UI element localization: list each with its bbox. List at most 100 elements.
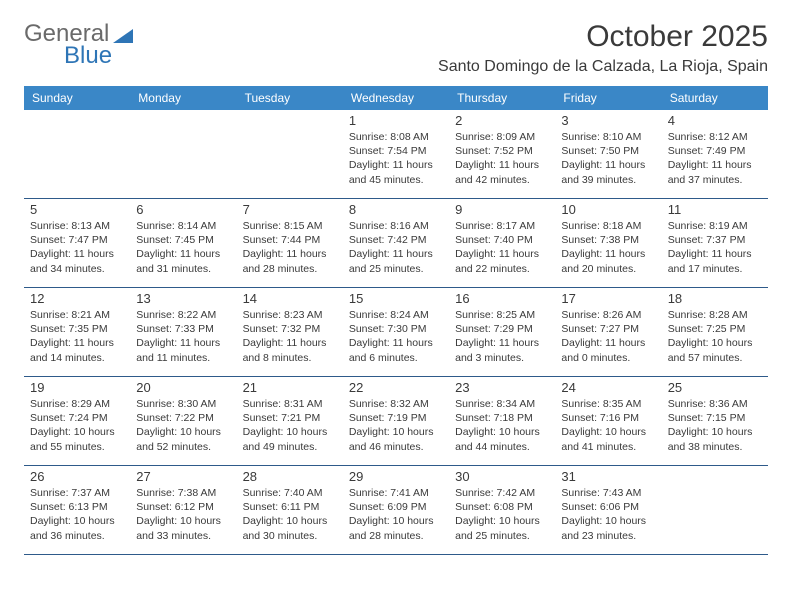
daylight-text: Daylight: 10 hours and 36 minutes. — [30, 514, 124, 542]
calendar-cell: 3Sunrise: 8:10 AMSunset: 7:50 PMDaylight… — [555, 110, 661, 198]
col-saturday: Saturday — [662, 86, 768, 110]
daylight-text: Daylight: 11 hours and 31 minutes. — [136, 247, 230, 275]
daylight-text: Daylight: 10 hours and 41 minutes. — [561, 425, 655, 453]
calendar-body: 1Sunrise: 8:08 AMSunset: 7:54 PMDaylight… — [24, 110, 768, 555]
daylight-text: Daylight: 11 hours and 3 minutes. — [455, 336, 549, 364]
sunrise-text: Sunrise: 8:23 AM — [243, 308, 337, 322]
title-block: October 2025 Santo Domingo de la Calzada… — [438, 20, 768, 76]
sunset-text: Sunset: 7:40 PM — [455, 233, 549, 247]
calendar-cell: 12 Sunrise: 8:21 AMSunset: 7:35 PMDayligh… — [24, 288, 130, 376]
sunrise-text: Sunrise: 8:28 AM — [668, 308, 762, 322]
day-number: 10 — [561, 202, 655, 217]
sunset-text: Sunset: 7:44 PM — [243, 233, 337, 247]
sunrise-text: Sunrise: 7:38 AM — [136, 486, 230, 500]
day-number: 19 — [30, 380, 124, 395]
daylight-text: Daylight: 11 hours and 39 minutes. — [561, 158, 655, 186]
calendar-cell: 17Sunrise: 8:26 AMSunset: 7:27 PMDayligh… — [555, 288, 661, 376]
sunset-text: Sunset: 7:25 PM — [668, 322, 762, 336]
sunrise-text: Sunrise: 8:24 AM — [349, 308, 443, 322]
daylight-text: Daylight: 11 hours and 28 minutes. — [243, 247, 337, 275]
sunrise-text: Sunrise: 8:12 AM — [668, 130, 762, 144]
header: General Blue October 2025 Santo Domingo … — [24, 20, 768, 76]
col-monday: Monday — [130, 86, 236, 110]
sunrise-text: Sunrise: 8:15 AM — [243, 219, 337, 233]
day-number: 12 — [30, 291, 124, 306]
sunrise-text: Sunrise: 7:40 AM — [243, 486, 337, 500]
page-title: October 2025 — [438, 20, 768, 54]
sunset-text: Sunset: 7:16 PM — [561, 411, 655, 425]
day-number: 13 — [136, 291, 230, 306]
calendar-cell: 9Sunrise: 8:17 AMSunset: 7:40 PMDaylight… — [449, 199, 555, 287]
daylight-text: Daylight: 11 hours and 8 minutes. — [243, 336, 337, 364]
day-number: 23 — [455, 380, 549, 395]
daylight-text: Daylight: 11 hours and 14 minutes. — [30, 336, 124, 364]
sunset-text: Sunset: 7:45 PM — [136, 233, 230, 247]
calendar-cell: 15Sunrise: 8:24 AMSunset: 7:30 PMDayligh… — [343, 288, 449, 376]
day-number: 11 — [668, 202, 762, 217]
col-tuesday: Tuesday — [237, 86, 343, 110]
sunset-text: Sunset: 7:24 PM — [30, 411, 124, 425]
calendar-cell — [24, 110, 130, 198]
sunset-text: Sunset: 7:22 PM — [136, 411, 230, 425]
sunrise-text: Sunrise: 7:41 AM — [349, 486, 443, 500]
daylight-text: Daylight: 11 hours and 17 minutes. — [668, 247, 762, 275]
sunset-text: Sunset: 7:30 PM — [349, 322, 443, 336]
day-number: 7 — [243, 202, 337, 217]
day-number: 1 — [349, 113, 443, 128]
calendar-cell: 10Sunrise: 8:18 AMSunset: 7:38 PMDayligh… — [555, 199, 661, 287]
day-number: 17 — [561, 291, 655, 306]
calendar-cell — [237, 110, 343, 198]
logo-text-block: General Blue — [24, 20, 133, 70]
calendar-cell — [662, 466, 768, 554]
day-number: 29 — [349, 469, 443, 484]
day-number: 27 — [136, 469, 230, 484]
calendar-header-row: Sunday Monday Tuesday Wednesday Thursday… — [24, 86, 768, 110]
calendar-cell: 20Sunrise: 8:30 AMSunset: 7:22 PMDayligh… — [130, 377, 236, 465]
sunrise-text: Sunrise: 8:18 AM — [561, 219, 655, 233]
sunset-text: Sunset: 7:35 PM — [30, 322, 124, 336]
daylight-text: Daylight: 10 hours and 44 minutes. — [455, 425, 549, 453]
calendar-cell: 23Sunrise: 8:34 AMSunset: 7:18 PMDayligh… — [449, 377, 555, 465]
calendar-cell: 24Sunrise: 8:35 AMSunset: 7:16 PMDayligh… — [555, 377, 661, 465]
sunset-text: Sunset: 6:13 PM — [30, 500, 124, 514]
day-number: 5 — [30, 202, 124, 217]
sunrise-text: Sunrise: 8:30 AM — [136, 397, 230, 411]
sunset-text: Sunset: 6:11 PM — [243, 500, 337, 514]
sunset-text: Sunset: 7:32 PM — [243, 322, 337, 336]
day-number: 4 — [668, 113, 762, 128]
day-number: 6 — [136, 202, 230, 217]
sunrise-text: Sunrise: 8:16 AM — [349, 219, 443, 233]
sunrise-text: Sunrise: 8:14 AM — [136, 219, 230, 233]
sunrise-text: Sunrise: 8:22 AM — [136, 308, 230, 322]
day-number: 26 — [30, 469, 124, 484]
calendar-cell: 26Sunrise: 7:37 AMSunset: 6:13 PMDayligh… — [24, 466, 130, 554]
day-number: 18 — [668, 291, 762, 306]
triangle-icon — [113, 29, 133, 43]
day-number: 22 — [349, 380, 443, 395]
sunrise-text: Sunrise: 8:34 AM — [455, 397, 549, 411]
day-number: 14 — [243, 291, 337, 306]
sunset-text: Sunset: 7:47 PM — [30, 233, 124, 247]
calendar-cell: 14 Sunrise: 8:23 AMSunset: 7:32 PMDayligh… — [237, 288, 343, 376]
sunrise-text: Sunrise: 8:08 AM — [349, 130, 443, 144]
sunrise-text: Sunrise: 8:21 AM — [30, 308, 124, 322]
sunset-text: Sunset: 7:33 PM — [136, 322, 230, 336]
calendar-cell: 2Sunrise: 8:09 AMSunset: 7:52 PMDaylight… — [449, 110, 555, 198]
daylight-text: Daylight: 10 hours and 57 minutes. — [668, 336, 762, 364]
calendar-cell: 6 Sunrise: 8:14 AMSunset: 7:45 PMDaylight… — [130, 199, 236, 287]
sunrise-text: Sunrise: 8:36 AM — [668, 397, 762, 411]
logo: General Blue — [24, 20, 133, 70]
sunrise-text: Sunrise: 8:25 AM — [455, 308, 549, 322]
calendar-cell: 11Sunrise: 8:19 AMSunset: 7:37 PMDayligh… — [662, 199, 768, 287]
sunset-text: Sunset: 7:38 PM — [561, 233, 655, 247]
day-number: 16 — [455, 291, 549, 306]
daylight-text: Daylight: 11 hours and 25 minutes. — [349, 247, 443, 275]
calendar-cell: 25Sunrise: 8:36 AMSunset: 7:15 PMDayligh… — [662, 377, 768, 465]
daylight-text: Daylight: 11 hours and 6 minutes. — [349, 336, 443, 364]
calendar-cell: 28Sunrise: 7:40 AMSunset: 6:11 PMDayligh… — [237, 466, 343, 554]
daylight-text: Daylight: 10 hours and 46 minutes. — [349, 425, 443, 453]
calendar-row: 5Sunrise: 8:13 AMSunset: 7:47 PMDaylight… — [24, 199, 768, 288]
sunset-text: Sunset: 7:49 PM — [668, 144, 762, 158]
daylight-text: Daylight: 10 hours and 38 minutes. — [668, 425, 762, 453]
daylight-text: Daylight: 11 hours and 42 minutes. — [455, 158, 549, 186]
